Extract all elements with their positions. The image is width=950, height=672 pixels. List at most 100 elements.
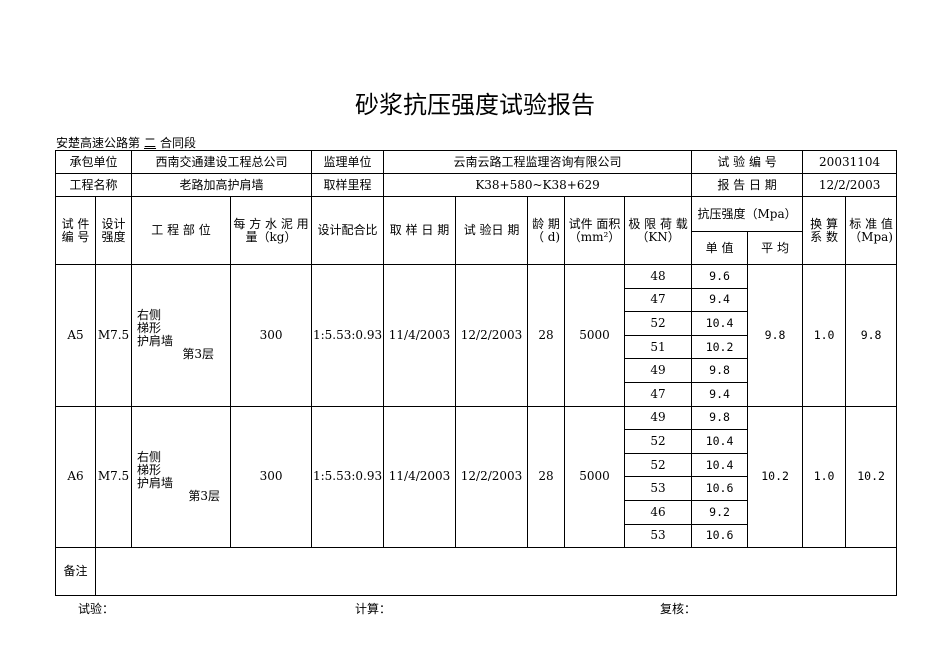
report-table: 承包单位 西南交通建设工程总公司 监理单位 云南云路工程监理咨询有限公司 试 验… <box>54 150 898 597</box>
page-title: 砂浆抗压强度试验报告 <box>355 91 595 119</box>
location: 右侧 梯形 护肩墙 第3层 <box>131 264 232 407</box>
floor-text: 第3层 <box>182 347 215 362</box>
single-strength: 10.4 <box>691 452 749 478</box>
standard-value: 10.2 <box>845 405 898 549</box>
load-value: 53 <box>624 476 693 501</box>
floor-text: 第3层 <box>188 488 221 503</box>
header-test-date: 试 验日 期 <box>455 196 529 265</box>
load-value: 52 <box>624 429 693 454</box>
remarks-value[interactable] <box>94 547 898 597</box>
average-strength: 10.2 <box>747 405 804 549</box>
standard-value: 9.8 <box>845 264 898 407</box>
footer-calc: 计算： <box>355 602 392 616</box>
table-row: 52 10.4 <box>56 311 897 336</box>
table-row: A6 M7.5 右侧 梯形 护肩墙 第3层 300 1:5.53:0.93 11/4/200… <box>55 405 898 549</box>
location: 右侧 梯形 护肩墙 第3层 <box>131 405 232 549</box>
table-row: A5 M7.5 右侧 梯形 护肩墙 第3层 300 1:5.53:0.93 11/4/200… <box>55 264 898 407</box>
load-value: 47 <box>624 287 693 313</box>
supervisor-label: 监理单位 <box>311 150 385 174</box>
contract-section: 安楚高速公路第二合同段 <box>56 134 196 151</box>
single-strength: 10.6 <box>691 523 749 549</box>
age: 28 <box>527 264 566 407</box>
table-row: 53 10.6 <box>56 476 897 501</box>
load-value: 48 <box>624 264 693 289</box>
header-cement: 每 方 水 泥 用 量（kg） <box>230 196 313 265</box>
load-value: 46 <box>624 499 693 525</box>
table-row: 49 9.8 <box>56 358 897 383</box>
supervisor-value: 云南云路工程监理咨询有限公司 <box>383 150 693 174</box>
header-specimen-no: 试 件 编 号 <box>55 196 96 265</box>
average-strength: 9.8 <box>747 264 804 407</box>
single-strength: 9.2 <box>691 499 749 525</box>
header-sample-date: 取 样 日 期 <box>383 196 457 265</box>
mix-ratio: 1:5.53:0.93 <box>311 264 385 407</box>
location-text: 右侧 梯形 护肩墙 <box>137 449 174 490</box>
contract-suffix: 合同段 <box>160 136 197 150</box>
header-single: 单 值 <box>691 231 749 265</box>
table-row: 47 9.4 <box>56 381 897 407</box>
single-strength: 10.4 <box>691 429 749 454</box>
age: 28 <box>527 405 566 549</box>
single-strength: 9.8 <box>691 405 749 431</box>
test-no-label: 试 验 编 号 <box>691 150 804 174</box>
specimen-id: A6 <box>55 405 96 549</box>
sample-date: 11/4/2003 <box>383 405 457 549</box>
conversion-factor: 1.0 <box>802 264 847 407</box>
single-strength: 9.4 <box>691 287 749 313</box>
header-design-strength: 设计 强度 <box>94 196 133 265</box>
test-date: 12/2/2003 <box>455 405 529 549</box>
remarks-label: 备注 <box>55 547 96 597</box>
header-location: 工 程 部 位 <box>131 196 232 265</box>
load-value: 52 <box>624 311 693 336</box>
single-strength: 10.2 <box>691 334 749 360</box>
load-value: 53 <box>624 523 693 549</box>
header-area: 试件 面积（mm²） <box>564 196 626 265</box>
header-strength: 抗压强度（Mpa） <box>691 196 804 232</box>
header-average: 平 均 <box>747 231 804 265</box>
area: 5000 <box>564 264 626 407</box>
sample-date: 11/4/2003 <box>383 264 457 407</box>
design-grade: M7.5 <box>94 264 133 407</box>
station-label: 取样里程 <box>311 173 385 197</box>
test-date: 12/2/2003 <box>455 264 529 407</box>
report-date-value: 12/2/2003 <box>802 173 898 197</box>
contractor-value: 西南交通建设工程总公司 <box>131 150 313 174</box>
load-value: 52 <box>624 452 693 478</box>
mix-ratio: 1:5.53:0.93 <box>311 405 385 549</box>
table-row: 52 10.4 <box>56 452 897 478</box>
footer-test: 试验： <box>78 602 115 616</box>
test-no-value: 20031104 <box>802 150 898 174</box>
single-strength: 10.4 <box>691 311 749 336</box>
single-strength: 10.6 <box>691 476 749 501</box>
single-strength: 9.4 <box>691 381 749 407</box>
load-value: 49 <box>624 405 693 431</box>
table-row: 46 9.2 <box>56 499 897 525</box>
header-load: 极 限 荷 载（KN） <box>624 196 693 265</box>
header-factor: 换 算 系 数 <box>802 196 847 265</box>
contract-number: 二 <box>144 136 157 150</box>
header-age: 龄 期（ d) <box>527 196 566 265</box>
table-row: 47 9.4 <box>56 287 897 313</box>
project-value: 老路加高护肩墙 <box>131 173 313 197</box>
conversion-factor: 1.0 <box>802 405 847 549</box>
footer-review: 复核： <box>660 602 697 616</box>
load-value: 49 <box>624 358 693 383</box>
table-row: 51 10.2 <box>56 334 897 360</box>
load-value: 47 <box>624 381 693 407</box>
header-mix: 设计配合比 <box>311 196 385 265</box>
single-strength: 9.8 <box>691 358 749 383</box>
header-standard: 标 准 值（Mpa) <box>845 196 898 265</box>
project-label: 工程名称 <box>54 173 133 197</box>
cement-amount: 300 <box>230 405 313 549</box>
single-strength: 9.6 <box>691 264 749 289</box>
cement-amount: 300 <box>230 264 313 407</box>
design-grade: M7.5 <box>94 405 133 549</box>
table-row: 52 10.4 <box>56 429 897 454</box>
area: 5000 <box>564 405 626 549</box>
location-text: 右侧 梯形 护肩墙 <box>137 308 174 349</box>
contractor-label: 承包单位 <box>54 150 133 174</box>
load-value: 51 <box>624 334 693 360</box>
station-value: K38+580~K38+629 <box>383 173 693 197</box>
specimen-id: A5 <box>55 264 96 407</box>
report-date-label: 报 告 日 期 <box>691 173 804 197</box>
